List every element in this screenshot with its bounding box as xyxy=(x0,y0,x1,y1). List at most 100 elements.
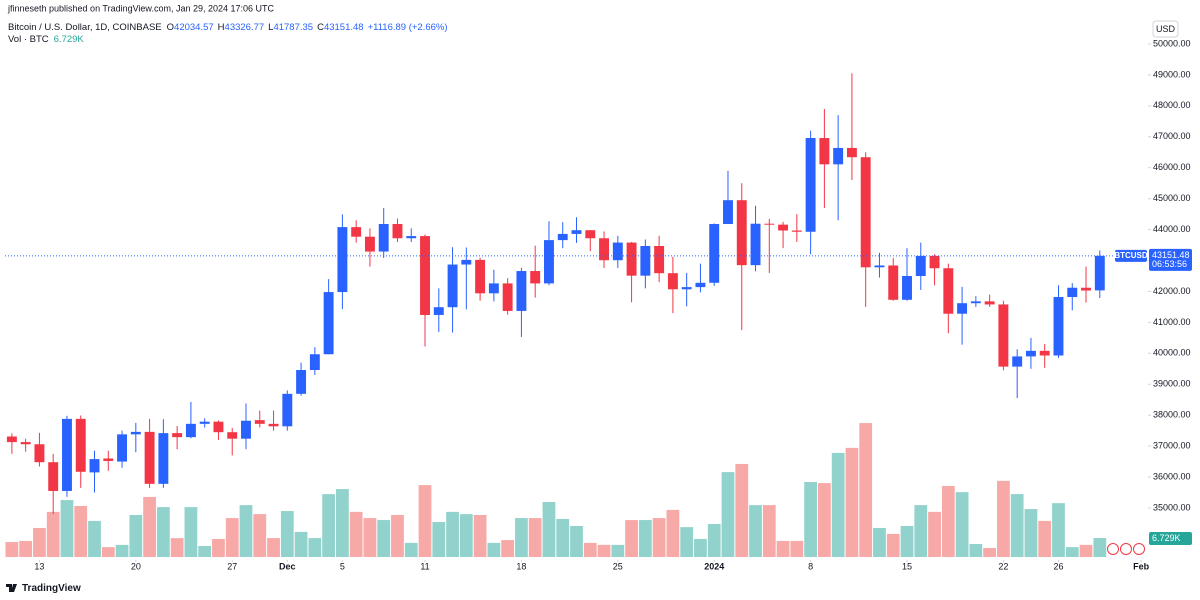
x-tick-label: 26 xyxy=(1053,561,1063,571)
candle-body xyxy=(557,233,568,241)
x-tick-label: 27 xyxy=(227,561,237,571)
volume-bar xyxy=(528,518,542,557)
volume-bar xyxy=(611,544,625,557)
volume-bar xyxy=(873,527,886,557)
candle-body xyxy=(130,431,141,435)
x-tick-label: 8 xyxy=(808,561,813,571)
candle-body xyxy=(227,432,238,439)
volume-bar xyxy=(749,505,762,557)
close-prefix: C xyxy=(317,22,324,33)
y-tick-label: 36000.00 xyxy=(1153,471,1191,481)
volume-bar xyxy=(804,481,817,557)
y-tick-label: 48000.00 xyxy=(1153,100,1191,110)
volume-bar xyxy=(308,538,322,557)
event-icon[interactable] xyxy=(1133,543,1145,555)
volume-bar xyxy=(597,544,611,557)
volume-bar xyxy=(900,525,914,557)
candle-body xyxy=(144,431,155,484)
candle-body xyxy=(833,147,844,165)
candle-body xyxy=(433,307,444,315)
symbol-legend: Bitcoin / U.S. Dollar, 1D, COINBASE O4203… xyxy=(8,22,448,33)
currency-label[interactable]: USD xyxy=(1156,24,1176,34)
candle-body xyxy=(970,301,981,304)
candle-body xyxy=(1094,255,1105,291)
candle-body xyxy=(1081,287,1091,291)
event-icon[interactable] xyxy=(1120,543,1132,555)
x-tick-label: 15 xyxy=(902,561,912,571)
volume-bar xyxy=(680,527,694,557)
candle-body xyxy=(447,264,458,308)
volume-bar xyxy=(5,542,19,557)
candle-body xyxy=(860,157,871,268)
volume-bar xyxy=(294,531,308,557)
volume-bar xyxy=(60,500,74,557)
candle-body xyxy=(626,242,637,276)
open-prefix: O xyxy=(167,22,174,33)
volume-bar xyxy=(1093,538,1107,557)
volume-bar xyxy=(625,520,638,557)
candle-body xyxy=(309,354,320,371)
volume-bar xyxy=(487,542,501,557)
volume-bar xyxy=(363,518,377,557)
candle-body xyxy=(199,421,210,424)
candle-body xyxy=(1067,287,1078,298)
price-tag-box xyxy=(1149,248,1192,271)
candle-body xyxy=(888,265,899,300)
x-tick-label: 2024 xyxy=(704,561,724,571)
low-prefix: L xyxy=(268,22,273,33)
volume-bar xyxy=(156,507,170,557)
candle-body xyxy=(764,223,775,225)
volume-bar xyxy=(280,511,294,557)
volume-bar xyxy=(1038,520,1052,557)
candle-body xyxy=(75,418,86,472)
candle-body xyxy=(488,283,499,294)
currency-box[interactable] xyxy=(1152,20,1179,38)
volume-bar xyxy=(831,452,845,557)
y-tick-label: 42000.00 xyxy=(1153,286,1191,296)
candle-body xyxy=(667,273,678,290)
candle-body xyxy=(62,418,72,491)
volume-value: 6.729K xyxy=(54,34,85,45)
volume-bar xyxy=(583,542,597,557)
volume-bar xyxy=(446,511,459,557)
volume-bar xyxy=(762,505,776,557)
candle-body xyxy=(103,458,114,461)
candle-body xyxy=(1053,297,1064,356)
volume-bar xyxy=(473,514,487,557)
y-tick-label: 44000.00 xyxy=(1153,224,1191,234)
candle-body xyxy=(846,147,857,158)
candle-body xyxy=(48,462,59,491)
candle-body xyxy=(406,236,417,239)
x-tick-label: Feb xyxy=(1133,561,1150,571)
y-tick-label: 49000.00 xyxy=(1153,69,1191,79)
volume-name: Vol · BTC xyxy=(8,34,49,45)
candle-body xyxy=(323,292,334,355)
candle-body xyxy=(805,138,816,232)
candle-body xyxy=(984,301,995,305)
volume-bar xyxy=(928,511,941,557)
volume-bar xyxy=(33,527,46,557)
y-tick-label: 38000.00 xyxy=(1153,410,1191,420)
volume-bar xyxy=(707,524,721,557)
event-icon[interactable] xyxy=(1107,543,1119,555)
title: Bitcoin / U.S. Dollar, 1D, COINBASE xyxy=(8,22,162,33)
y-tick-label: 47000.00 xyxy=(1153,131,1191,141)
volume-bar xyxy=(817,483,831,557)
candle-body xyxy=(915,255,926,276)
volume-bar xyxy=(184,507,198,557)
candle-body xyxy=(750,223,761,266)
volume-bar xyxy=(570,525,583,557)
y-tick-label: 45000.00 xyxy=(1153,193,1191,203)
volume-bar xyxy=(418,485,432,557)
volume-bar xyxy=(790,540,804,557)
candle-body xyxy=(695,282,706,288)
candle-body xyxy=(819,138,830,165)
volume-bar xyxy=(997,480,1010,557)
x-tick-label: 13 xyxy=(34,561,44,571)
candle-body xyxy=(709,224,720,283)
candle-body xyxy=(516,271,527,311)
volume-bar xyxy=(74,505,88,557)
x-tick-label: 22 xyxy=(998,561,1008,571)
candle-body xyxy=(461,259,472,265)
